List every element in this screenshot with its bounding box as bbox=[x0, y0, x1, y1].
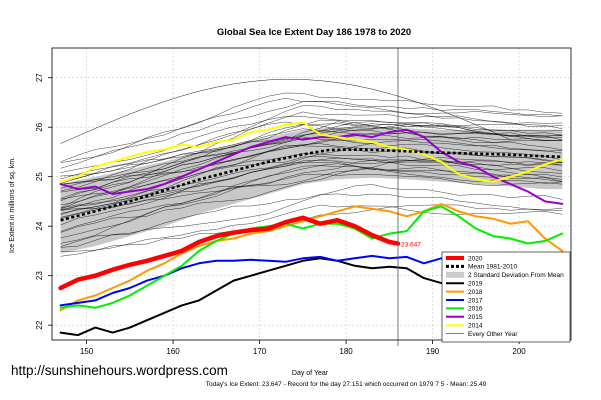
plot-frame bbox=[51, 47, 572, 341]
other-year-line bbox=[60, 111, 563, 182]
legend-label: 2 Standard Deviation From Mean bbox=[468, 272, 564, 279]
other-year-line bbox=[60, 161, 563, 211]
other-year-line bbox=[60, 159, 563, 233]
y-tick-label: 27 bbox=[35, 73, 44, 82]
other-year-line bbox=[60, 138, 563, 218]
mean-line bbox=[60, 148, 563, 222]
other-year-line bbox=[60, 167, 563, 211]
legend-label: 2020 bbox=[468, 255, 483, 262]
legend-label: 2018 bbox=[468, 289, 483, 296]
other-year-line bbox=[60, 165, 563, 239]
other-year-line bbox=[60, 128, 563, 177]
series-2016 bbox=[59, 205, 564, 309]
series-2015 bbox=[59, 128, 564, 205]
other-year-line bbox=[60, 204, 563, 257]
y-tick-label: 25 bbox=[35, 172, 44, 181]
legend-label: 2014 bbox=[468, 323, 483, 330]
legend-label: 2015 bbox=[468, 314, 483, 321]
axes: 150 160 170 180 190 200 22 23 24 25 26 27 bbox=[35, 47, 572, 356]
x-axis-label: Day of Year bbox=[292, 370, 329, 377]
other-year-line bbox=[60, 122, 563, 184]
legend-label: 2016 bbox=[468, 306, 483, 313]
legend-label: 2017 bbox=[468, 297, 483, 304]
legend-label: Mean 1981-2010 bbox=[468, 264, 518, 271]
series-2014 bbox=[59, 121, 564, 183]
watermark-url: http://sunshinehours.wordpress.com bbox=[11, 363, 228, 378]
other-year-line bbox=[60, 204, 563, 252]
other-year-line bbox=[60, 163, 563, 244]
caption: Today's Ice Extent: 23.647 - Record for … bbox=[206, 381, 487, 388]
other-year-line bbox=[60, 157, 563, 214]
y-tick-label: 23 bbox=[35, 271, 44, 280]
other-year-line bbox=[60, 92, 563, 169]
x-tick-label: 170 bbox=[253, 347, 267, 356]
y-tick-label: 22 bbox=[35, 320, 44, 329]
other-year-line bbox=[60, 155, 563, 200]
x-tick-label: 200 bbox=[512, 347, 526, 356]
other-year-line bbox=[60, 159, 563, 219]
y-axis-label: Ice Extent in millions of sq. km. bbox=[9, 157, 16, 253]
legend-label: 2019 bbox=[468, 281, 483, 288]
other-year-line bbox=[60, 97, 563, 163]
other-year-line bbox=[60, 132, 563, 189]
legend-label: Every Other Year bbox=[468, 331, 518, 338]
other-year-line bbox=[60, 184, 563, 248]
series-2020 bbox=[58, 215, 401, 291]
other-year-line bbox=[60, 126, 563, 200]
x-tick-label: 180 bbox=[339, 347, 353, 356]
y-tick-label: 24 bbox=[35, 221, 44, 230]
x-tick-label: 160 bbox=[166, 347, 180, 356]
legend-swatch bbox=[446, 271, 464, 278]
other-year-line bbox=[60, 116, 563, 173]
end-value-label: 23.647 bbox=[401, 242, 421, 249]
other-year-line bbox=[60, 121, 563, 209]
every-other-year-lines bbox=[60, 78, 563, 257]
x-tick-label: 150 bbox=[80, 347, 94, 356]
std-band bbox=[60, 127, 563, 254]
other-year-line bbox=[60, 124, 563, 185]
other-year-line bbox=[60, 193, 563, 247]
chart-title: Global Sea Ice Extent Day 186 1978 to 20… bbox=[217, 27, 411, 38]
other-year-line bbox=[60, 173, 563, 232]
std-band-area bbox=[60, 127, 563, 254]
x-tick-label: 190 bbox=[426, 347, 440, 356]
other-year-line bbox=[60, 78, 511, 144]
other-year-line bbox=[60, 119, 563, 202]
y-tick-label: 26 bbox=[35, 122, 44, 131]
other-year-line bbox=[60, 105, 563, 192]
